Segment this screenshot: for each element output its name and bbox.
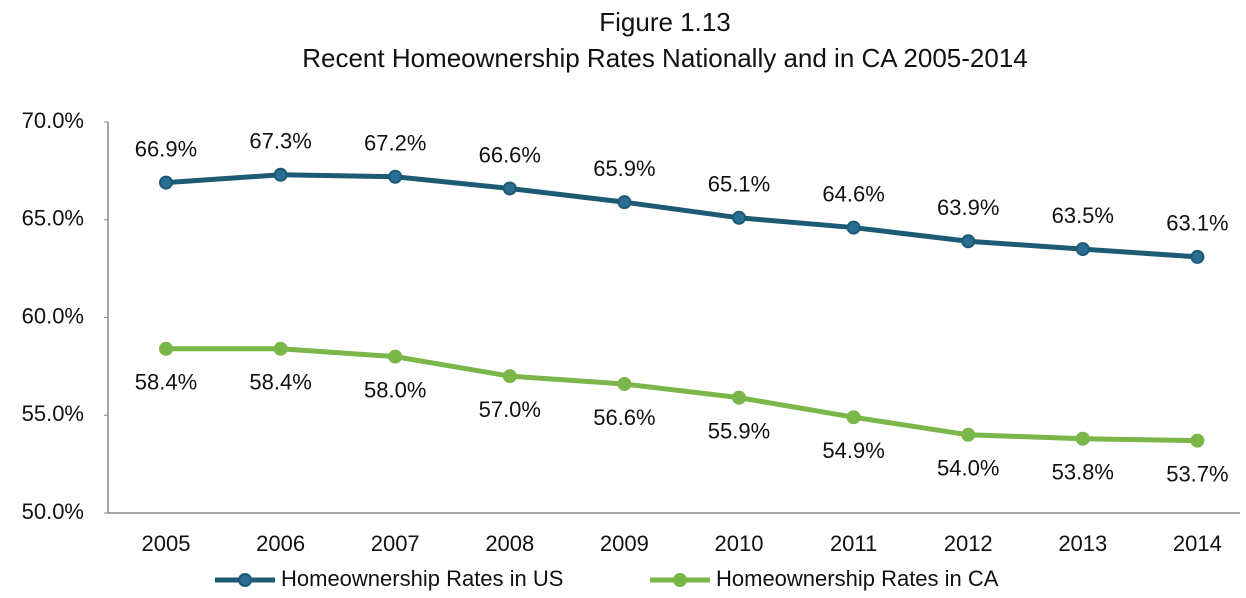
marker xyxy=(617,376,632,391)
y-tick-label: 55.0% xyxy=(22,401,84,426)
data-label: 53.8% xyxy=(1052,460,1114,485)
data-label: 67.2% xyxy=(364,131,426,156)
data-label: 57.0% xyxy=(479,397,541,422)
legend-label: Homeownership Rates in US xyxy=(281,566,563,591)
marker xyxy=(846,220,861,235)
marker xyxy=(617,195,632,210)
marker xyxy=(1075,242,1090,257)
marker xyxy=(388,169,403,184)
series-line xyxy=(165,172,1198,260)
data-label: 66.6% xyxy=(479,142,541,167)
data-label: 63.1% xyxy=(1166,211,1228,236)
marker xyxy=(502,369,517,384)
marker xyxy=(159,341,173,356)
y-tick-label: 50.0% xyxy=(22,499,84,524)
x-tick-label: 2008 xyxy=(485,531,534,556)
data-label: 63.5% xyxy=(1052,203,1114,228)
y-tick-label: 70.0% xyxy=(22,108,84,133)
data-label: 67.3% xyxy=(249,129,311,154)
data-label: 65.9% xyxy=(593,156,655,181)
legend-marker xyxy=(238,573,252,587)
x-tick-label: 2014 xyxy=(1173,531,1222,556)
data-label: 65.1% xyxy=(708,172,770,197)
marker xyxy=(961,427,976,442)
marker xyxy=(502,181,517,196)
data-label: 53.7% xyxy=(1166,461,1228,486)
marker xyxy=(961,234,976,249)
data-label: 64.6% xyxy=(822,181,884,206)
data-label: 66.9% xyxy=(135,136,197,161)
chart-subtitle: Recent Homeownership Rates Nationally an… xyxy=(302,43,1028,73)
x-tick-label: 2006 xyxy=(256,531,305,556)
marker xyxy=(273,341,288,356)
data-label: 56.6% xyxy=(593,405,655,430)
marker xyxy=(159,175,173,190)
data-label: 58.4% xyxy=(249,370,311,395)
series-line xyxy=(166,346,1198,444)
x-tick-label: 2011 xyxy=(830,531,877,556)
marker xyxy=(1075,431,1090,446)
chart-title: Figure 1.13 xyxy=(599,7,731,37)
y-tick-label: 60.0% xyxy=(22,303,84,328)
marker xyxy=(1190,433,1205,448)
marker xyxy=(732,390,746,405)
marker xyxy=(846,410,861,425)
marker xyxy=(273,167,288,182)
data-label: 63.9% xyxy=(937,195,999,220)
marker xyxy=(1190,249,1205,264)
data-label: 55.9% xyxy=(708,418,770,443)
data-label: 54.0% xyxy=(937,456,999,481)
x-tick-label: 2013 xyxy=(1058,531,1107,556)
y-tick-label: 65.0% xyxy=(22,206,84,231)
legend-marker xyxy=(673,573,687,587)
x-tick-label: 2010 xyxy=(715,531,764,556)
x-tick-label: 2005 xyxy=(142,531,191,556)
marker xyxy=(732,210,746,225)
data-label: 58.0% xyxy=(364,377,426,402)
data-label: 58.4% xyxy=(135,370,197,395)
x-tick-label: 2009 xyxy=(600,531,649,556)
x-tick-label: 2007 xyxy=(371,531,420,556)
marker xyxy=(388,349,403,364)
legend-label: Homeownership Rates in CA xyxy=(716,566,999,591)
data-label: 54.9% xyxy=(822,438,884,463)
x-tick-label: 2012 xyxy=(944,531,993,556)
